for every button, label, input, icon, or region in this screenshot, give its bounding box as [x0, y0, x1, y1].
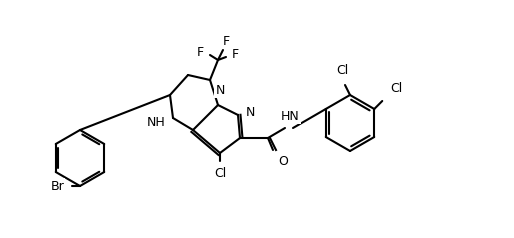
Text: F: F — [197, 45, 204, 59]
Text: Cl: Cl — [214, 167, 226, 180]
Text: N: N — [215, 84, 225, 97]
Text: F: F — [223, 35, 230, 48]
Text: NH: NH — [146, 115, 165, 129]
Text: Cl: Cl — [336, 64, 348, 77]
Text: Br: Br — [50, 179, 64, 193]
Text: HN: HN — [281, 110, 299, 123]
Text: F: F — [232, 49, 239, 61]
Text: N: N — [246, 106, 255, 119]
Text: O: O — [278, 155, 288, 168]
Text: Cl: Cl — [390, 82, 402, 95]
